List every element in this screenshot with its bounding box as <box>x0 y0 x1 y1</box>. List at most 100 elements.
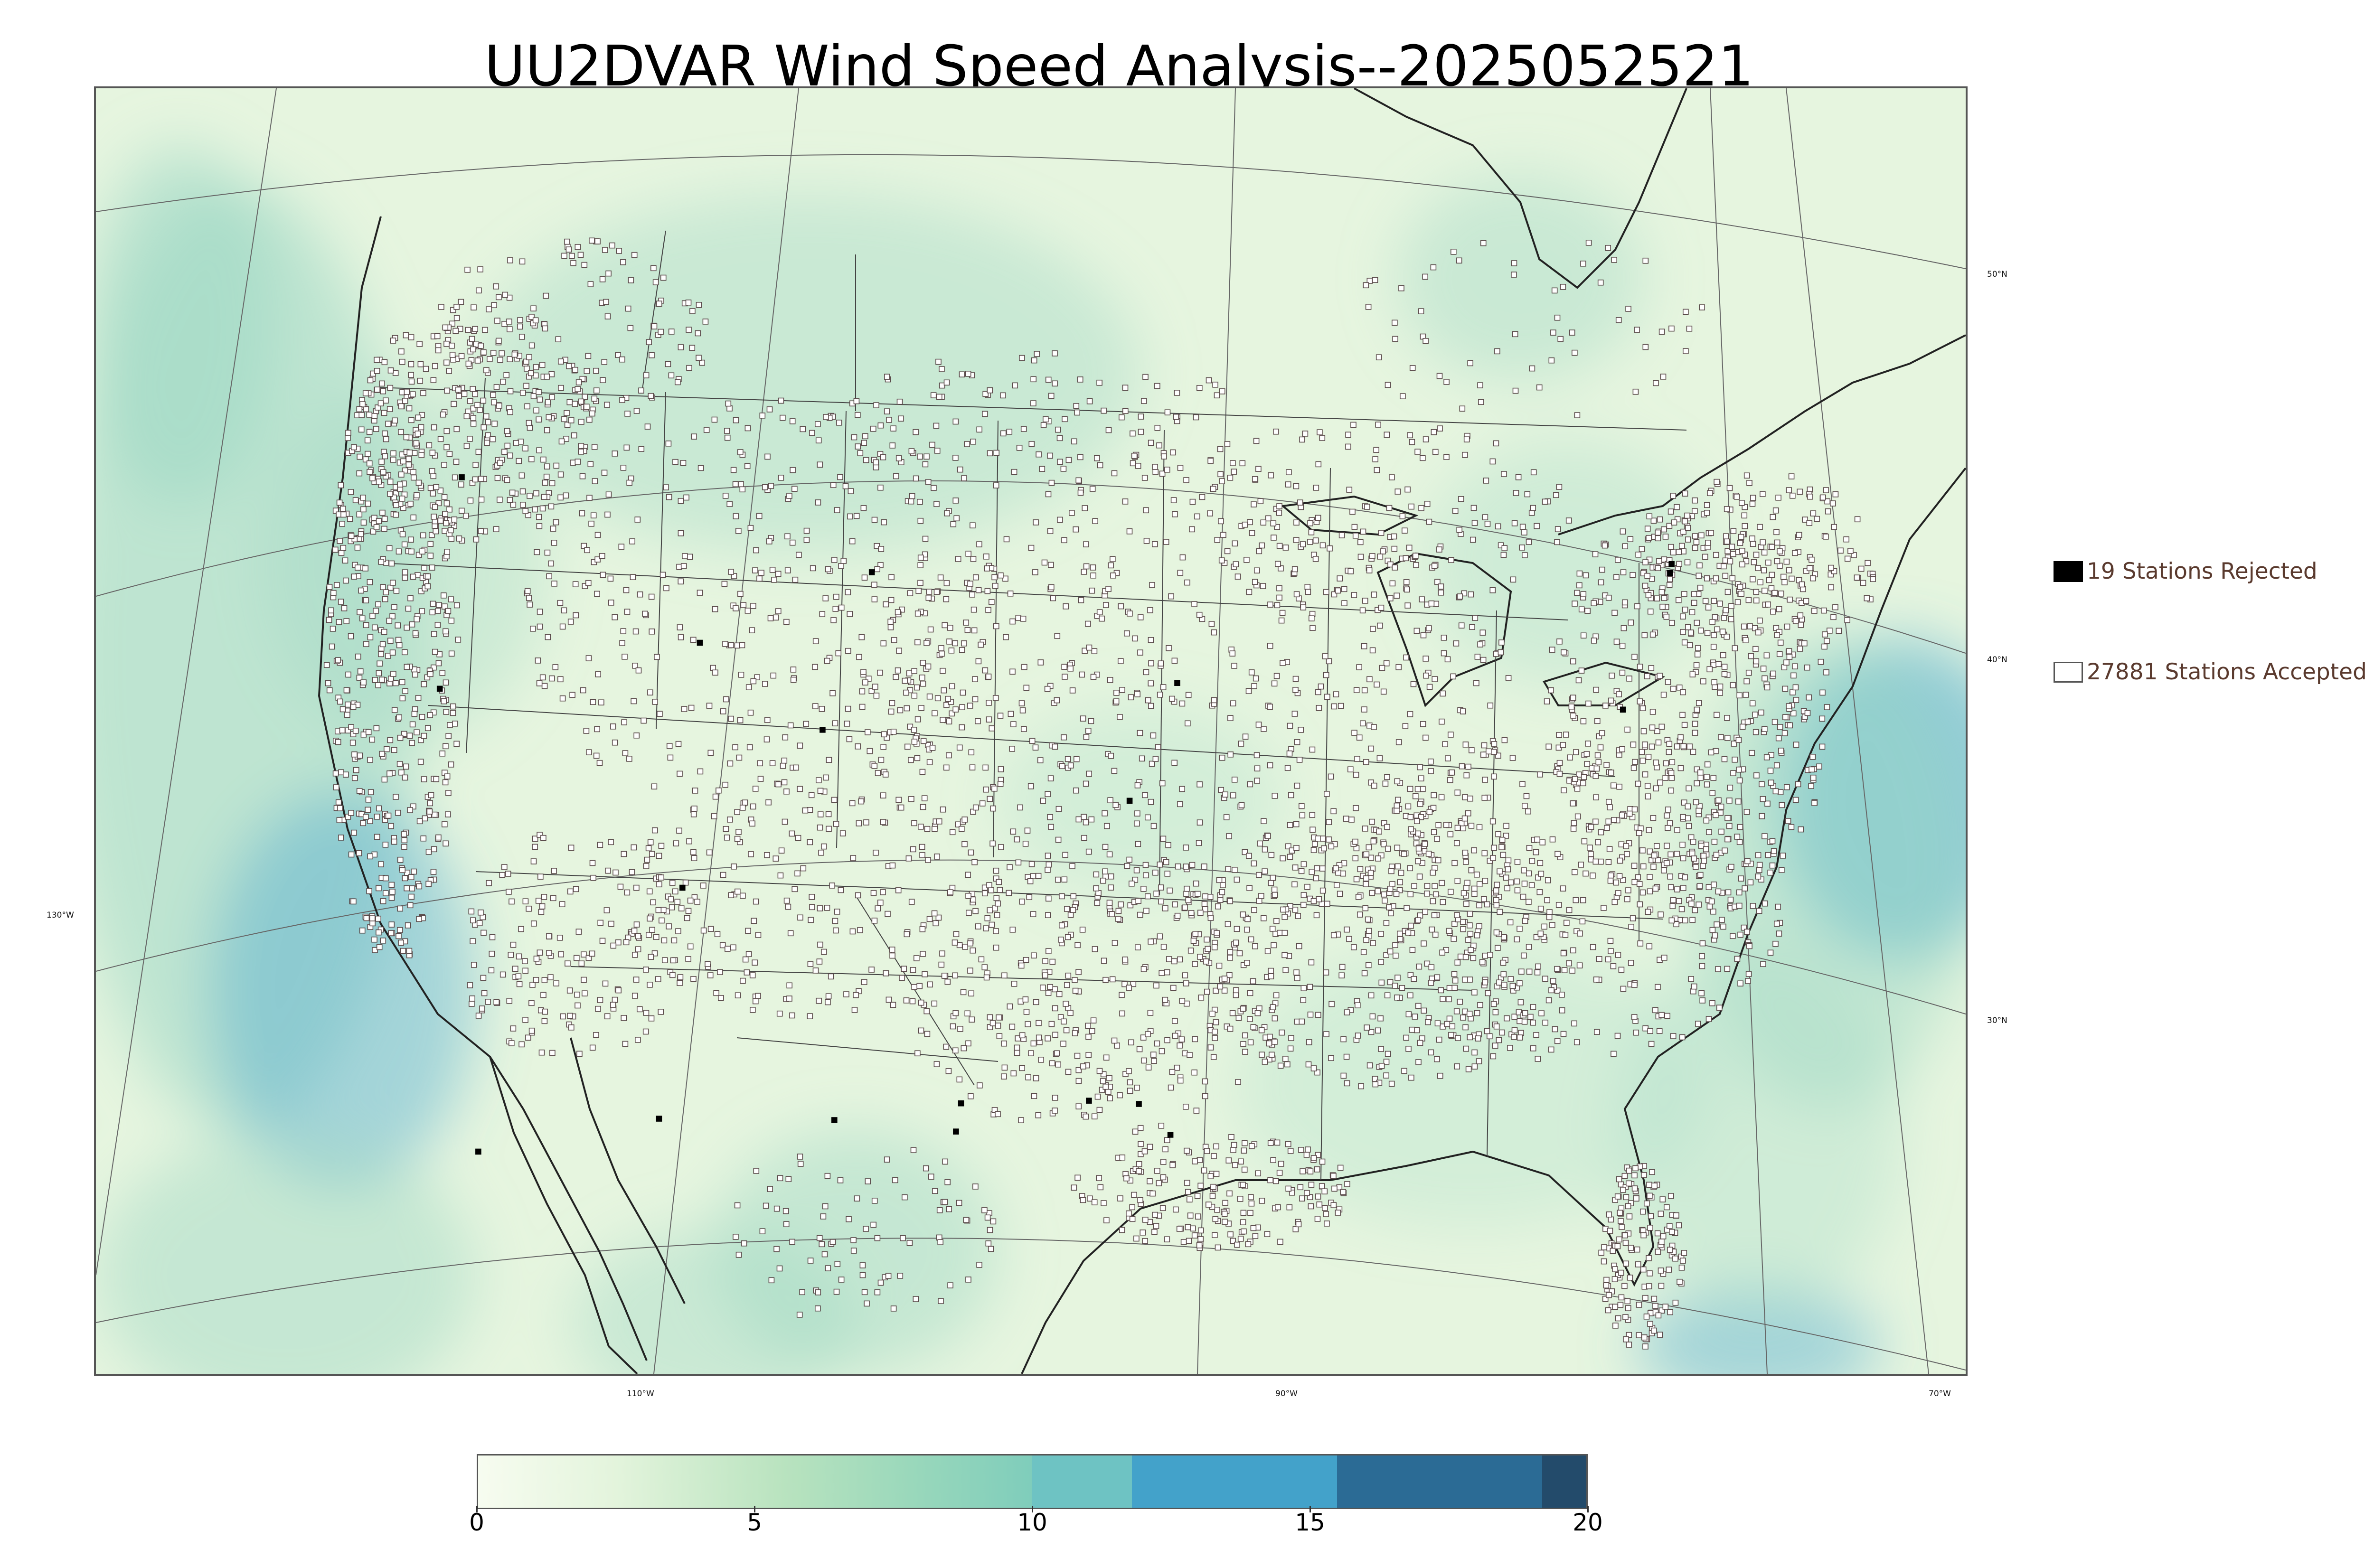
station-accepted <box>1102 810 1108 817</box>
station-accepted <box>430 490 436 497</box>
station-accepted <box>546 933 552 939</box>
station-accepted <box>499 872 506 878</box>
station-accepted <box>1821 643 1828 650</box>
station-accepted <box>1741 623 1747 630</box>
station-accepted <box>705 961 711 967</box>
station-accepted <box>1608 872 1614 879</box>
station-accepted <box>1688 901 1695 907</box>
station-accepted <box>1536 889 1543 895</box>
station-accepted <box>1081 814 1087 820</box>
station-accepted <box>1722 573 1729 579</box>
station-accepted <box>1494 882 1500 888</box>
station-accepted <box>1396 887 1403 893</box>
station-accepted <box>472 476 479 483</box>
station-accepted <box>1664 860 1670 866</box>
station-accepted <box>1578 862 1584 868</box>
station-accepted <box>542 1008 548 1015</box>
station-accepted <box>560 1013 566 1020</box>
station-accepted <box>370 528 377 535</box>
station-accepted <box>1207 915 1214 921</box>
station-accepted <box>864 1300 870 1307</box>
station-accepted <box>1138 1141 1144 1147</box>
station-accepted <box>1767 949 1774 956</box>
station-accepted <box>1069 510 1075 516</box>
station-accepted <box>1590 944 1596 950</box>
station-accepted <box>1132 635 1138 642</box>
station-accepted <box>1743 637 1749 643</box>
station-accepted <box>1618 1294 1625 1301</box>
station-accepted <box>987 1227 993 1233</box>
station-accepted <box>1824 498 1830 505</box>
station-accepted <box>1302 431 1309 437</box>
station-accepted <box>1208 621 1215 627</box>
station-accepted <box>1323 969 1329 976</box>
station-accepted <box>1361 970 1368 976</box>
station-accepted <box>367 757 373 763</box>
station-accepted <box>453 602 460 609</box>
station-accepted <box>1299 812 1306 818</box>
station-accepted <box>696 355 702 361</box>
station-accepted <box>342 557 349 564</box>
station-accepted <box>1420 455 1426 461</box>
station-accepted <box>1317 429 1323 435</box>
station-accepted <box>1102 844 1109 850</box>
station-accepted <box>445 608 452 614</box>
station-accepted <box>1777 548 1783 554</box>
station-accepted <box>608 839 614 845</box>
station-accepted <box>1647 874 1653 880</box>
station-accepted <box>431 424 437 431</box>
station-accepted <box>1468 867 1475 873</box>
station-accepted <box>1309 869 1315 875</box>
station-accepted <box>1059 922 1065 929</box>
station-accepted <box>1351 944 1357 950</box>
station-accepted <box>903 689 909 696</box>
station-accepted <box>1691 600 1697 606</box>
station-markers <box>323 237 1876 1350</box>
station-accepted <box>1238 802 1245 808</box>
station-accepted <box>1692 730 1698 736</box>
station-accepted <box>911 668 917 674</box>
station-accepted <box>818 849 824 856</box>
station-accepted <box>1620 528 1626 535</box>
station-accepted <box>919 926 926 932</box>
station-accepted <box>1765 601 1771 608</box>
station-accepted <box>1481 795 1488 801</box>
station-accepted <box>1183 891 1189 897</box>
station-accepted <box>362 390 369 396</box>
station-accepted <box>764 453 771 460</box>
station-accepted <box>1385 1051 1391 1057</box>
station-accepted <box>363 406 369 413</box>
station-accepted <box>1280 855 1286 862</box>
station-accepted <box>380 938 386 944</box>
station-accepted <box>1709 619 1715 625</box>
map-panel[interactable] <box>94 86 1968 1376</box>
station-accepted <box>1107 797 1113 803</box>
station-accepted <box>410 514 417 521</box>
station-accepted <box>1221 987 1228 994</box>
station-accepted <box>330 626 336 632</box>
station-accepted <box>527 493 533 499</box>
station-accepted <box>598 699 604 705</box>
station-accepted <box>890 729 897 735</box>
station-accepted <box>1601 1258 1607 1265</box>
station-accepted <box>575 929 582 935</box>
station-accepted <box>934 854 940 860</box>
station-accepted <box>1313 875 1319 882</box>
station-accepted <box>412 630 419 637</box>
station-accepted <box>1281 930 1288 936</box>
station-accepted <box>711 416 718 423</box>
station-accepted <box>892 1177 898 1183</box>
station-accepted <box>727 760 734 767</box>
station-accepted <box>1737 584 1743 590</box>
station-accepted <box>486 306 492 312</box>
station-accepted <box>1300 985 1307 991</box>
station-accepted <box>1635 780 1641 787</box>
station-accepted <box>1616 783 1622 790</box>
station-accepted <box>1663 613 1670 620</box>
station-accepted <box>1485 990 1491 996</box>
station-accepted <box>1262 1059 1268 1065</box>
station-accepted <box>1642 771 1649 778</box>
station-accepted <box>1694 651 1701 657</box>
station-accepted <box>1770 609 1776 615</box>
state-border <box>376 387 1687 431</box>
